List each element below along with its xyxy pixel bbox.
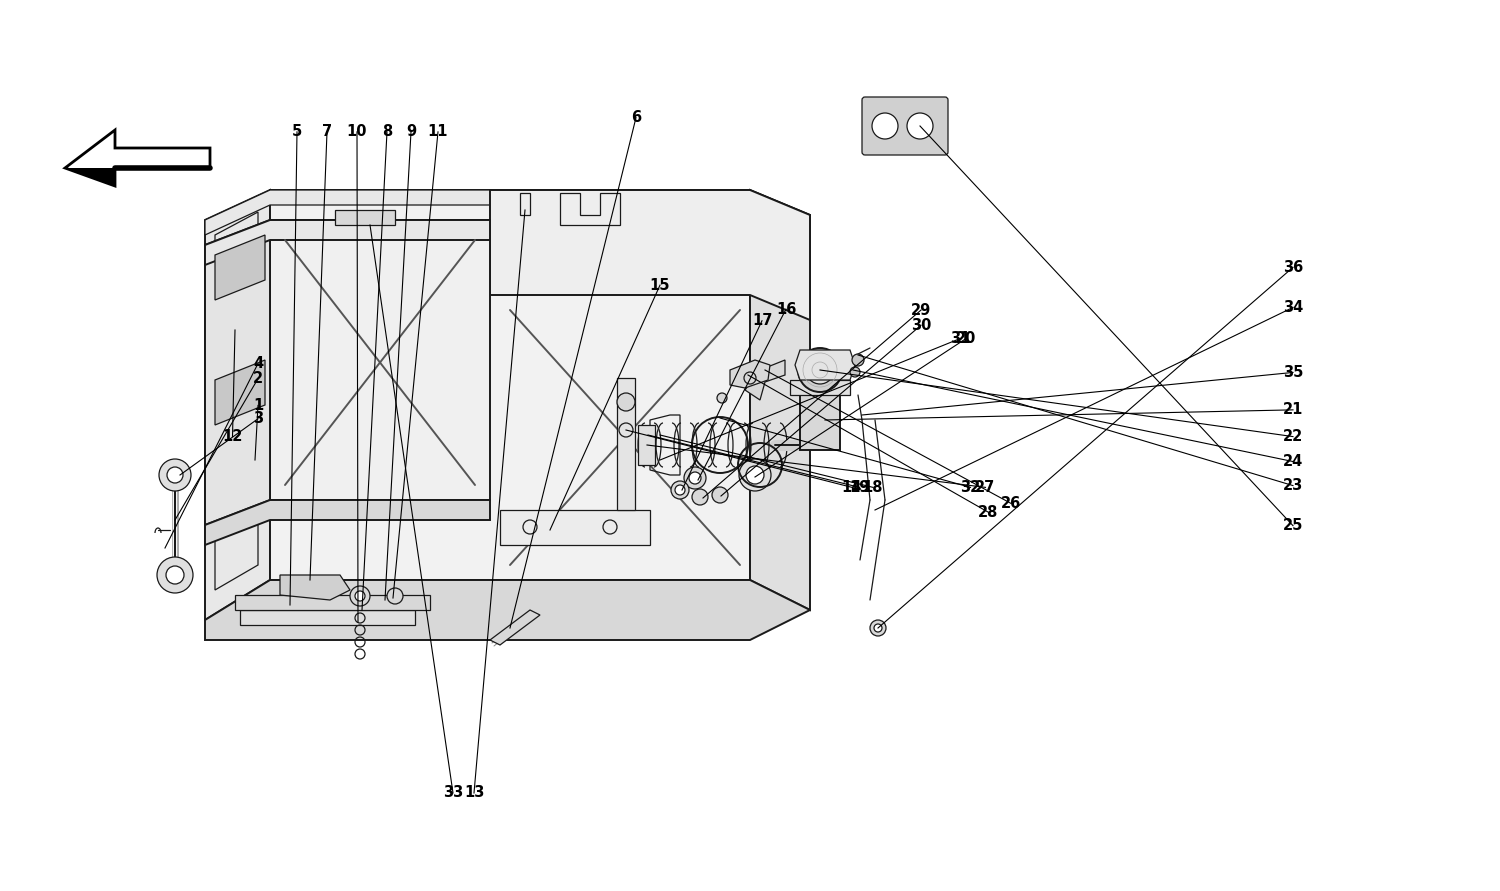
Circle shape [684, 467, 706, 489]
Text: 15: 15 [650, 278, 670, 292]
Circle shape [908, 113, 933, 139]
Text: 34: 34 [1282, 300, 1304, 315]
Polygon shape [280, 575, 350, 600]
Text: 2: 2 [254, 372, 262, 386]
Polygon shape [790, 380, 850, 395]
Circle shape [350, 586, 370, 606]
Text: 26: 26 [1000, 496, 1022, 511]
Circle shape [158, 557, 194, 593]
Polygon shape [206, 220, 490, 265]
Polygon shape [500, 510, 650, 545]
Text: 27: 27 [975, 480, 996, 495]
Text: 33: 33 [442, 786, 464, 800]
Text: 16: 16 [776, 302, 796, 316]
Polygon shape [206, 190, 810, 235]
Text: 3: 3 [254, 412, 262, 426]
Text: 30: 30 [910, 318, 932, 332]
Polygon shape [795, 350, 855, 380]
Polygon shape [214, 235, 266, 300]
Text: 6: 6 [632, 110, 640, 125]
Text: 24: 24 [1282, 454, 1304, 469]
Text: 19: 19 [849, 480, 870, 495]
Text: 25: 25 [1282, 519, 1304, 533]
Text: 32: 32 [960, 480, 981, 495]
Polygon shape [206, 190, 270, 620]
Circle shape [717, 393, 728, 403]
Polygon shape [334, 210, 394, 225]
Circle shape [712, 487, 728, 503]
Polygon shape [746, 360, 784, 400]
Polygon shape [270, 220, 490, 500]
Circle shape [356, 591, 364, 601]
Polygon shape [490, 190, 810, 320]
Circle shape [688, 472, 700, 484]
Polygon shape [206, 220, 270, 525]
Text: 29: 29 [910, 303, 932, 317]
Circle shape [670, 481, 688, 499]
Circle shape [692, 489, 708, 505]
Polygon shape [490, 610, 540, 645]
Polygon shape [64, 130, 210, 186]
Circle shape [874, 624, 882, 632]
Circle shape [166, 566, 184, 584]
Text: 11: 11 [427, 125, 448, 139]
Text: 17: 17 [752, 314, 772, 328]
Polygon shape [616, 378, 634, 510]
Text: 36: 36 [1282, 260, 1304, 274]
Polygon shape [638, 425, 656, 465]
Polygon shape [750, 190, 810, 610]
Circle shape [746, 466, 764, 484]
Circle shape [798, 348, 842, 392]
Circle shape [871, 113, 898, 139]
Text: 20: 20 [956, 331, 976, 346]
Circle shape [740, 459, 771, 491]
Text: 9: 9 [406, 125, 416, 139]
Polygon shape [206, 500, 490, 545]
Circle shape [675, 485, 686, 495]
Circle shape [852, 354, 864, 366]
Text: 28: 28 [978, 505, 999, 519]
Text: 14: 14 [842, 480, 862, 495]
Text: 4: 4 [254, 356, 262, 371]
Circle shape [387, 588, 404, 604]
Polygon shape [236, 595, 430, 610]
Text: 21: 21 [1282, 403, 1304, 417]
Text: 7: 7 [322, 125, 332, 139]
Text: 5: 5 [292, 125, 302, 139]
Polygon shape [270, 190, 750, 580]
Polygon shape [206, 580, 810, 640]
Text: 8: 8 [382, 125, 392, 139]
Polygon shape [240, 610, 416, 625]
Text: 1: 1 [254, 398, 262, 413]
Text: 18: 18 [862, 480, 883, 495]
Text: 10: 10 [346, 125, 368, 139]
Text: 23: 23 [1282, 478, 1304, 493]
Circle shape [616, 393, 634, 411]
Circle shape [850, 367, 859, 377]
Text: 13: 13 [464, 786, 484, 800]
Polygon shape [800, 390, 840, 450]
FancyBboxPatch shape [862, 97, 948, 155]
Polygon shape [730, 360, 770, 388]
Circle shape [806, 356, 834, 384]
Polygon shape [214, 360, 266, 425]
Polygon shape [64, 168, 116, 186]
Text: 12: 12 [222, 429, 243, 444]
Text: 31: 31 [950, 331, 970, 346]
Circle shape [159, 459, 190, 491]
Text: 22: 22 [1282, 429, 1304, 444]
Text: 35: 35 [1282, 365, 1304, 380]
Circle shape [870, 620, 886, 636]
Circle shape [166, 467, 183, 483]
